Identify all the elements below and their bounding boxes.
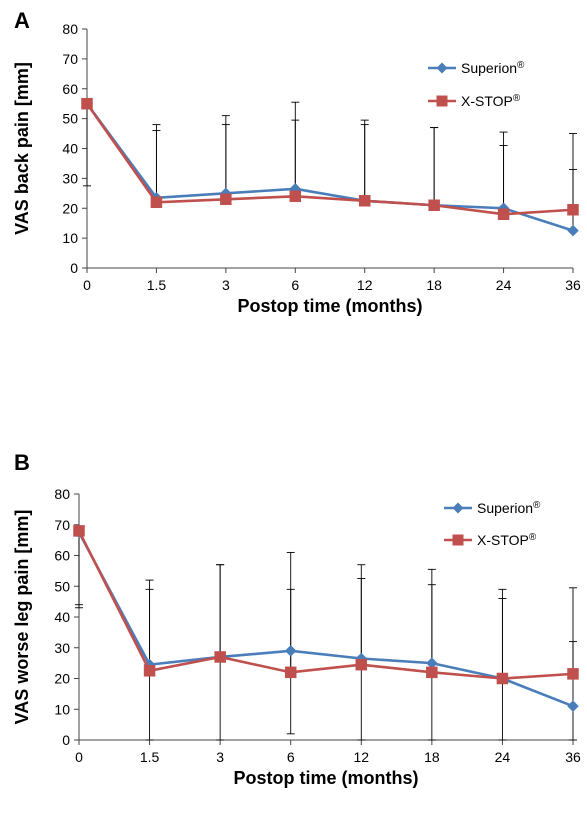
- superion-series-line: [85, 102, 574, 232]
- x-stop-point: [567, 668, 579, 680]
- x-tick-label: 24: [495, 749, 511, 765]
- y-tick-label: 0: [62, 732, 70, 748]
- x-stop-point: [289, 190, 302, 203]
- legend-registered-mark: ®: [533, 500, 541, 511]
- y-tick-label: 60: [54, 548, 70, 564]
- x-tick-label: 1.5: [147, 277, 167, 293]
- y-tick-label: 20: [62, 200, 78, 216]
- x-tick-label: 18: [424, 749, 440, 765]
- superion-series-line: [77, 531, 574, 708]
- y-tick-label: 10: [54, 701, 70, 717]
- x-tick-label: 6: [287, 749, 295, 765]
- x-stop-point: [567, 203, 579, 216]
- legend-entry-superion: Superion®: [461, 60, 525, 76]
- x-tick-label: 18: [426, 277, 442, 293]
- superion-point: [567, 700, 579, 713]
- y-tick-label: 40: [62, 141, 78, 157]
- y-axis-title: VAS back pain [mm]: [12, 62, 32, 235]
- y-tick-label: 70: [54, 517, 70, 533]
- legend-entry-superion: Superion®: [477, 500, 541, 516]
- x-stop-point: [355, 658, 368, 671]
- legend-marker-x-stop: [452, 534, 464, 546]
- x-tick-label: 3: [222, 277, 230, 293]
- y-tick-label: 60: [62, 81, 78, 97]
- y-tick-label: 20: [54, 671, 70, 687]
- x-stop-point: [220, 193, 232, 206]
- legend-label-x-stop: X-STOP: [461, 93, 513, 109]
- y-tick-label: 80: [62, 21, 78, 37]
- y-tick-label: 50: [62, 111, 78, 127]
- x-stop-point: [284, 666, 297, 679]
- x-stop-point: [428, 199, 440, 212]
- y-axis-title: VAS worse leg pain [mm]: [12, 510, 32, 725]
- x-tick-label: 12: [357, 277, 373, 293]
- x-tick-label: 1.5: [140, 749, 160, 765]
- y-tick-label: 70: [62, 51, 78, 67]
- x-tick-label: 0: [83, 277, 91, 293]
- x-stop-point: [426, 666, 438, 679]
- y-tick-label: 50: [54, 578, 70, 594]
- panel-a-letter: A: [14, 8, 30, 33]
- legend-marker-superion: [436, 62, 448, 74]
- legend-registered-mark: ®: [529, 532, 537, 543]
- legend-label-superion: Superion: [477, 500, 533, 516]
- x-stop-point: [214, 651, 226, 663]
- y-tick-label: 0: [70, 260, 78, 276]
- legend-label-superion: Superion: [461, 60, 517, 76]
- legend-marker-x-stop: [436, 95, 448, 107]
- x-stop-point: [143, 665, 156, 677]
- x-tick-label: 36: [565, 749, 581, 765]
- x-tick-label: 0: [75, 749, 83, 765]
- x-stop-point: [497, 208, 510, 220]
- y-tick-label: 30: [62, 170, 78, 186]
- x-tick-label: 24: [496, 277, 512, 293]
- legend-label-x-stop: X-STOP: [477, 532, 529, 548]
- x-axis-title: Postop time (months): [234, 768, 419, 788]
- x-stop-series-line: [85, 102, 574, 216]
- x-tick-label: 12: [353, 749, 369, 765]
- y-tick-label: 10: [62, 230, 78, 246]
- y-tick-label: 30: [54, 640, 70, 656]
- legend-marker-superion: [452, 502, 464, 514]
- x-tick-label: 3: [216, 749, 224, 765]
- y-tick-label: 80: [54, 486, 70, 502]
- y-tick-label: 40: [54, 609, 70, 625]
- x-stop-series-line: [77, 530, 574, 680]
- legend-entry-x-stop: X-STOP®: [477, 532, 537, 548]
- panel-b-letter: B: [14, 450, 30, 475]
- superion-point: [567, 224, 579, 237]
- x-stop-point: [81, 97, 93, 110]
- x-stop-point: [358, 195, 371, 207]
- legend-registered-mark: ®: [513, 93, 521, 104]
- x-stop-point: [150, 196, 163, 209]
- superion-point: [284, 644, 297, 657]
- x-axis-title: Postop time (months): [238, 296, 423, 316]
- x-stop-point: [496, 672, 509, 685]
- x-stop-point: [73, 525, 85, 537]
- legend-registered-mark: ®: [517, 60, 525, 71]
- x-tick-label: 36: [565, 277, 581, 293]
- x-tick-label: 6: [291, 277, 299, 293]
- legend-entry-x-stop: X-STOP®: [461, 93, 521, 109]
